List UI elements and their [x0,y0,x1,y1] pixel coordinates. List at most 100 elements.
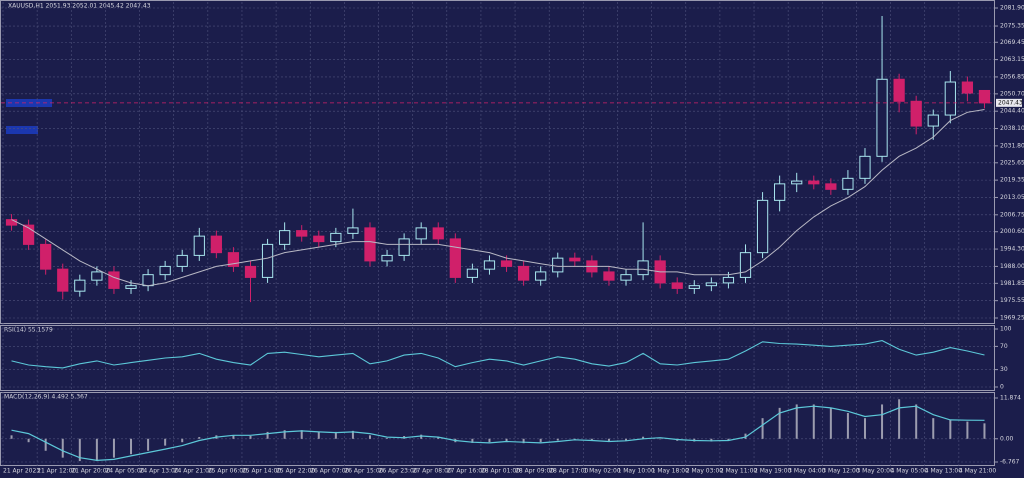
macd-bar [863,418,866,439]
candle-body [927,114,939,127]
y-tick-label: 2050.70 [1000,90,1024,97]
macd-bar [420,434,423,439]
macd-bar [778,407,781,439]
x-tick-label: 26 Apr 23:00 [379,468,418,475]
candle-body [193,235,205,256]
candle-body [210,235,222,254]
candle-body [705,282,717,287]
y-tick-label: 100 [1000,326,1012,333]
y-tick-label: 2000.60 [1000,228,1024,235]
x-tick-label: 1 May 02:00 [583,468,621,475]
x-tick-label: 28 Apr 17:00 [549,468,588,475]
macd-bar [590,438,593,441]
macd-bar [539,438,542,443]
y-tick-label: 2069.45 [1000,39,1024,46]
y-tick-label: 2056.85 [1000,73,1024,80]
y-tick-label: 11.874 [1000,395,1021,402]
x-tick-label: 25 Apr 22:00 [276,468,315,475]
macd-bar [881,404,884,439]
candle-body [569,257,581,262]
x-tick-label: 2 May 03:00 [686,468,724,475]
macd-bar [898,399,901,439]
y-tick-label: 2006.75 [1000,211,1024,218]
macd-bar [112,438,115,458]
rsi-line [11,340,985,369]
x-tick-label: 21 Apr 20:00 [71,468,110,475]
macd-bar [386,438,389,439]
candle-body [415,227,427,240]
macd-title: MACD(12,26,9) 4.492 5.367 [4,394,88,401]
macd-bar [949,419,952,439]
candle-body [330,232,342,243]
candle-body [432,227,444,240]
candle-body [57,268,69,292]
candle-body [671,282,683,289]
x-tick-label: 3 May 12:00 [822,468,860,475]
macd-bar [983,423,986,439]
macd-bar [522,438,525,444]
y-tick-label: 2019.35 [1000,177,1024,184]
candle-body [876,78,888,157]
candle-body [842,177,854,190]
macd-bar [795,404,798,439]
y-tick-label: 1994.30 [1000,246,1024,253]
candle-body [791,180,803,185]
macd-bar [368,435,371,439]
macd-bar [846,413,849,439]
chart-title: XAUUSD,H1 2051.93 2052.01 2045.42 2047.4… [8,3,151,10]
x-tick-label: 3 May 04:00 [788,468,826,475]
macd-bar [95,438,98,462]
x-tick-label: 27 Apr 08:00 [413,468,452,475]
macd-bar [78,438,81,462]
marker-label [6,126,38,134]
y-tick-label: 2025.65 [1000,159,1024,166]
candle-body [398,238,410,256]
macd-bar [249,436,252,439]
candle-body [688,285,700,289]
candle-body [620,274,632,281]
macd-bar [829,407,832,439]
macd-bar [198,437,201,439]
macd-bar [573,438,576,440]
macd-bar [283,430,286,439]
candle-body [313,235,325,243]
macd-bar [625,438,628,441]
candle-body [517,265,530,281]
candle-body [91,271,103,281]
x-tick-label: 26 Apr 07:00 [310,468,349,475]
candle-body [944,81,956,116]
macd-bar [300,430,303,439]
candle-body [910,100,922,127]
macd-bar [642,436,645,439]
y-tick-label: 2044.40 [1000,108,1024,115]
macd-bar [10,435,13,439]
x-tick-label: 4 May 05:00 [891,468,929,475]
candle-body [722,276,735,284]
y-tick-label: 70 [1000,343,1008,350]
x-tick-label: 24 Apr 21:00 [174,468,213,475]
main-panel-frame [0,0,995,324]
macd-bar [317,431,320,439]
candle-body [261,243,274,278]
x-tick-label: 4 May 13:00 [925,468,963,475]
candle-body [142,274,154,287]
x-tick-label: 28 Apr 01:00 [481,468,520,475]
candle-body [108,271,120,289]
y-tick-label: 1981.85 [1000,280,1024,287]
candle-body [40,243,52,270]
macd-bar [488,438,491,443]
candle-body [22,224,35,245]
price-tag-label: 2047.43 [998,99,1023,106]
macd-bar [659,438,662,440]
candle-body [808,180,820,185]
candle-body [774,183,786,201]
macd-bar [232,435,235,439]
macd-bar [130,438,133,455]
x-tick-label: 25 Apr 14:00 [242,468,281,475]
candle-body [74,279,86,292]
candle-body [535,271,547,281]
candle-body [347,227,359,234]
